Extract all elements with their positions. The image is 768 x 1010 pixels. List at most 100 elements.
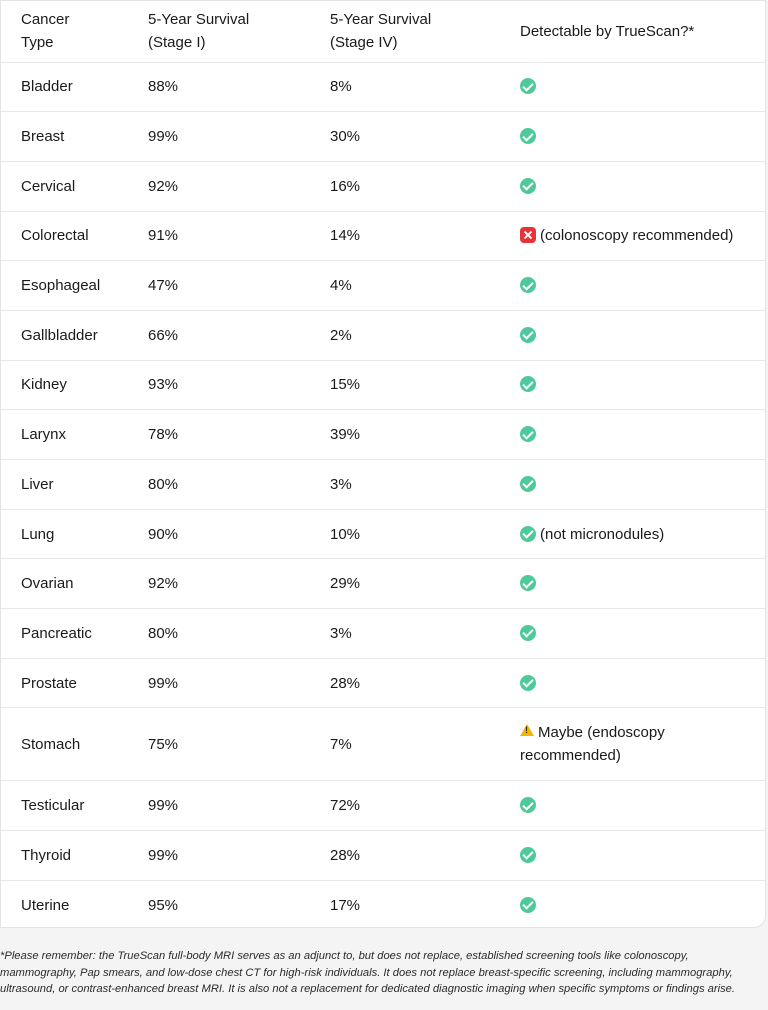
cancer-type-cell: Bladder xyxy=(21,78,73,96)
stage1-survival-cell: 75% xyxy=(148,735,179,753)
table-row: Uterine 95% 17% xyxy=(1,880,765,927)
check-circle-icon xyxy=(520,674,536,691)
stage1-survival-cell: 99% xyxy=(148,128,179,146)
header-stage4: 5-Year Survival (Stage IV) xyxy=(330,11,432,52)
cancer-type-cell: Colorectal xyxy=(21,227,89,245)
check-circle-icon xyxy=(520,896,536,913)
check-circle-icon xyxy=(520,525,536,542)
table-row: Cervical 92% 16% xyxy=(1,161,765,211)
table-row: Larynx 78% 39% xyxy=(1,409,765,460)
detectable-cell xyxy=(520,658,765,708)
table-row: Prostate 99% 28% xyxy=(1,658,765,708)
table-row: Breast 99% 30% xyxy=(1,111,765,162)
detectable-cell xyxy=(520,360,765,410)
table-body: Bladder 88% 8% Breast 99% 30% Cervical 92% 16% Co… xyxy=(1,62,765,927)
stage4-survival-cell: 14% xyxy=(330,227,361,245)
table-row: Colorectal 91% 14% (colonoscopy recommended… xyxy=(1,211,765,261)
check-circle-icon xyxy=(520,575,536,592)
table-row: Testicular 99% 72% xyxy=(1,780,765,831)
detectable-cell xyxy=(520,112,765,162)
detectable-cell xyxy=(520,161,765,211)
table-row: Thyroid 99% 28% xyxy=(1,830,765,881)
stage1-survival-cell: 90% xyxy=(148,525,179,543)
stage4-survival-cell: 30% xyxy=(330,128,361,146)
stage1-survival-cell: 80% xyxy=(148,624,179,642)
table-row: Lung 90% 10% (not micronodules) xyxy=(1,509,765,559)
stage1-survival-cell: 93% xyxy=(148,376,179,394)
header-cancer-type: Cancer Type xyxy=(21,11,70,52)
detectable-cell xyxy=(520,781,765,831)
stage4-survival-cell: 10% xyxy=(330,525,361,543)
stage1-survival-cell: 95% xyxy=(148,896,179,914)
cancer-type-cell: Gallbladder xyxy=(21,326,98,344)
table-row: Esophageal 47% 4% xyxy=(1,260,765,311)
cancer-type-cell: Liver xyxy=(21,475,54,493)
detectable-cell xyxy=(520,559,765,609)
cancer-type-cell: Thyroid xyxy=(21,846,72,864)
cancer-type-cell: Kidney xyxy=(21,376,67,394)
cancer-type-cell: Pancreatic xyxy=(21,624,92,642)
stage4-survival-cell: 7% xyxy=(330,735,352,753)
stage4-survival-cell: 28% xyxy=(330,674,361,692)
stage1-survival-cell: 78% xyxy=(148,426,179,444)
table-row: Ovarian 92% 29% xyxy=(1,558,765,609)
detectable-cell: (colonoscopy recommended) xyxy=(520,211,765,261)
stage1-survival-cell: 92% xyxy=(148,177,179,195)
cross-square-icon xyxy=(520,227,536,244)
table-row: Stomach 75% 7% Maybe (endoscopy recommended… xyxy=(1,707,765,781)
cancer-type-cell: Testicular xyxy=(21,797,85,815)
stage1-survival-cell: 80% xyxy=(148,475,179,493)
detectable-cell xyxy=(520,609,765,659)
check-circle-icon xyxy=(520,426,536,443)
check-circle-icon xyxy=(520,177,536,194)
cancer-type-cell: Uterine xyxy=(21,896,70,914)
stage4-survival-cell: 16% xyxy=(330,177,361,195)
stage4-survival-cell: 28% xyxy=(330,846,361,864)
cancer-type-cell: Breast xyxy=(21,128,65,146)
survival-table-card: Cancer Type 5-Year Survival (Stage I) 5-Ye… xyxy=(0,0,766,928)
check-circle-icon xyxy=(520,624,536,641)
cancer-type-cell: Esophageal xyxy=(21,277,101,295)
stage1-survival-cell: 66% xyxy=(148,326,179,344)
detectable-cell xyxy=(520,310,765,360)
table-row: Gallbladder 66% 2% xyxy=(1,310,765,360)
stage1-survival-cell: 99% xyxy=(148,846,179,864)
stage1-survival-cell: 99% xyxy=(148,674,179,692)
detectable-cell xyxy=(520,831,765,881)
stage4-survival-cell: 29% xyxy=(330,575,361,593)
detectable-cell: (not micronodules) xyxy=(520,509,765,559)
detectable-cell xyxy=(520,410,765,460)
stage4-survival-cell: 15% xyxy=(330,376,361,394)
detectable-cell xyxy=(520,460,765,510)
header-stage1: 5-Year Survival (Stage I) xyxy=(148,11,250,52)
stage1-survival-cell: 99% xyxy=(148,797,179,815)
check-circle-icon xyxy=(520,846,536,863)
stage4-survival-cell: 17% xyxy=(330,896,361,914)
detectable-note: Maybe (endoscopy recommended) xyxy=(520,724,665,765)
cancer-type-cell: Ovarian xyxy=(21,575,74,593)
cancer-type-cell: Lung xyxy=(21,525,55,543)
cancer-type-cell: Stomach xyxy=(21,735,81,753)
detectable-cell xyxy=(520,62,765,112)
table-row: Kidney 93% 15% xyxy=(1,360,765,410)
check-circle-icon xyxy=(520,128,536,145)
stage4-survival-cell: 2% xyxy=(330,326,352,344)
detectable-cell xyxy=(520,261,765,311)
table-row: Bladder 88% 8% xyxy=(1,62,765,112)
check-circle-icon xyxy=(520,277,536,294)
stage1-survival-cell: 47% xyxy=(148,277,179,295)
check-circle-icon xyxy=(520,376,536,393)
cancer-type-cell: Cervical xyxy=(21,177,76,195)
stage1-survival-cell: 92% xyxy=(148,575,179,593)
cancer-type-cell: Larynx xyxy=(21,426,67,444)
check-circle-icon xyxy=(520,797,536,814)
stage1-survival-cell: 91% xyxy=(148,227,179,245)
table-row: Pancreatic 80% 3% xyxy=(1,608,765,659)
warning-triangle-icon xyxy=(520,724,534,737)
check-circle-icon xyxy=(520,475,536,492)
stage4-survival-cell: 3% xyxy=(330,475,352,493)
detectable-note: (colonoscopy recommended) xyxy=(540,227,734,245)
stage4-survival-cell: 8% xyxy=(330,78,352,96)
cancer-type-cell: Prostate xyxy=(21,674,77,692)
stage4-survival-cell: 4% xyxy=(330,277,352,295)
